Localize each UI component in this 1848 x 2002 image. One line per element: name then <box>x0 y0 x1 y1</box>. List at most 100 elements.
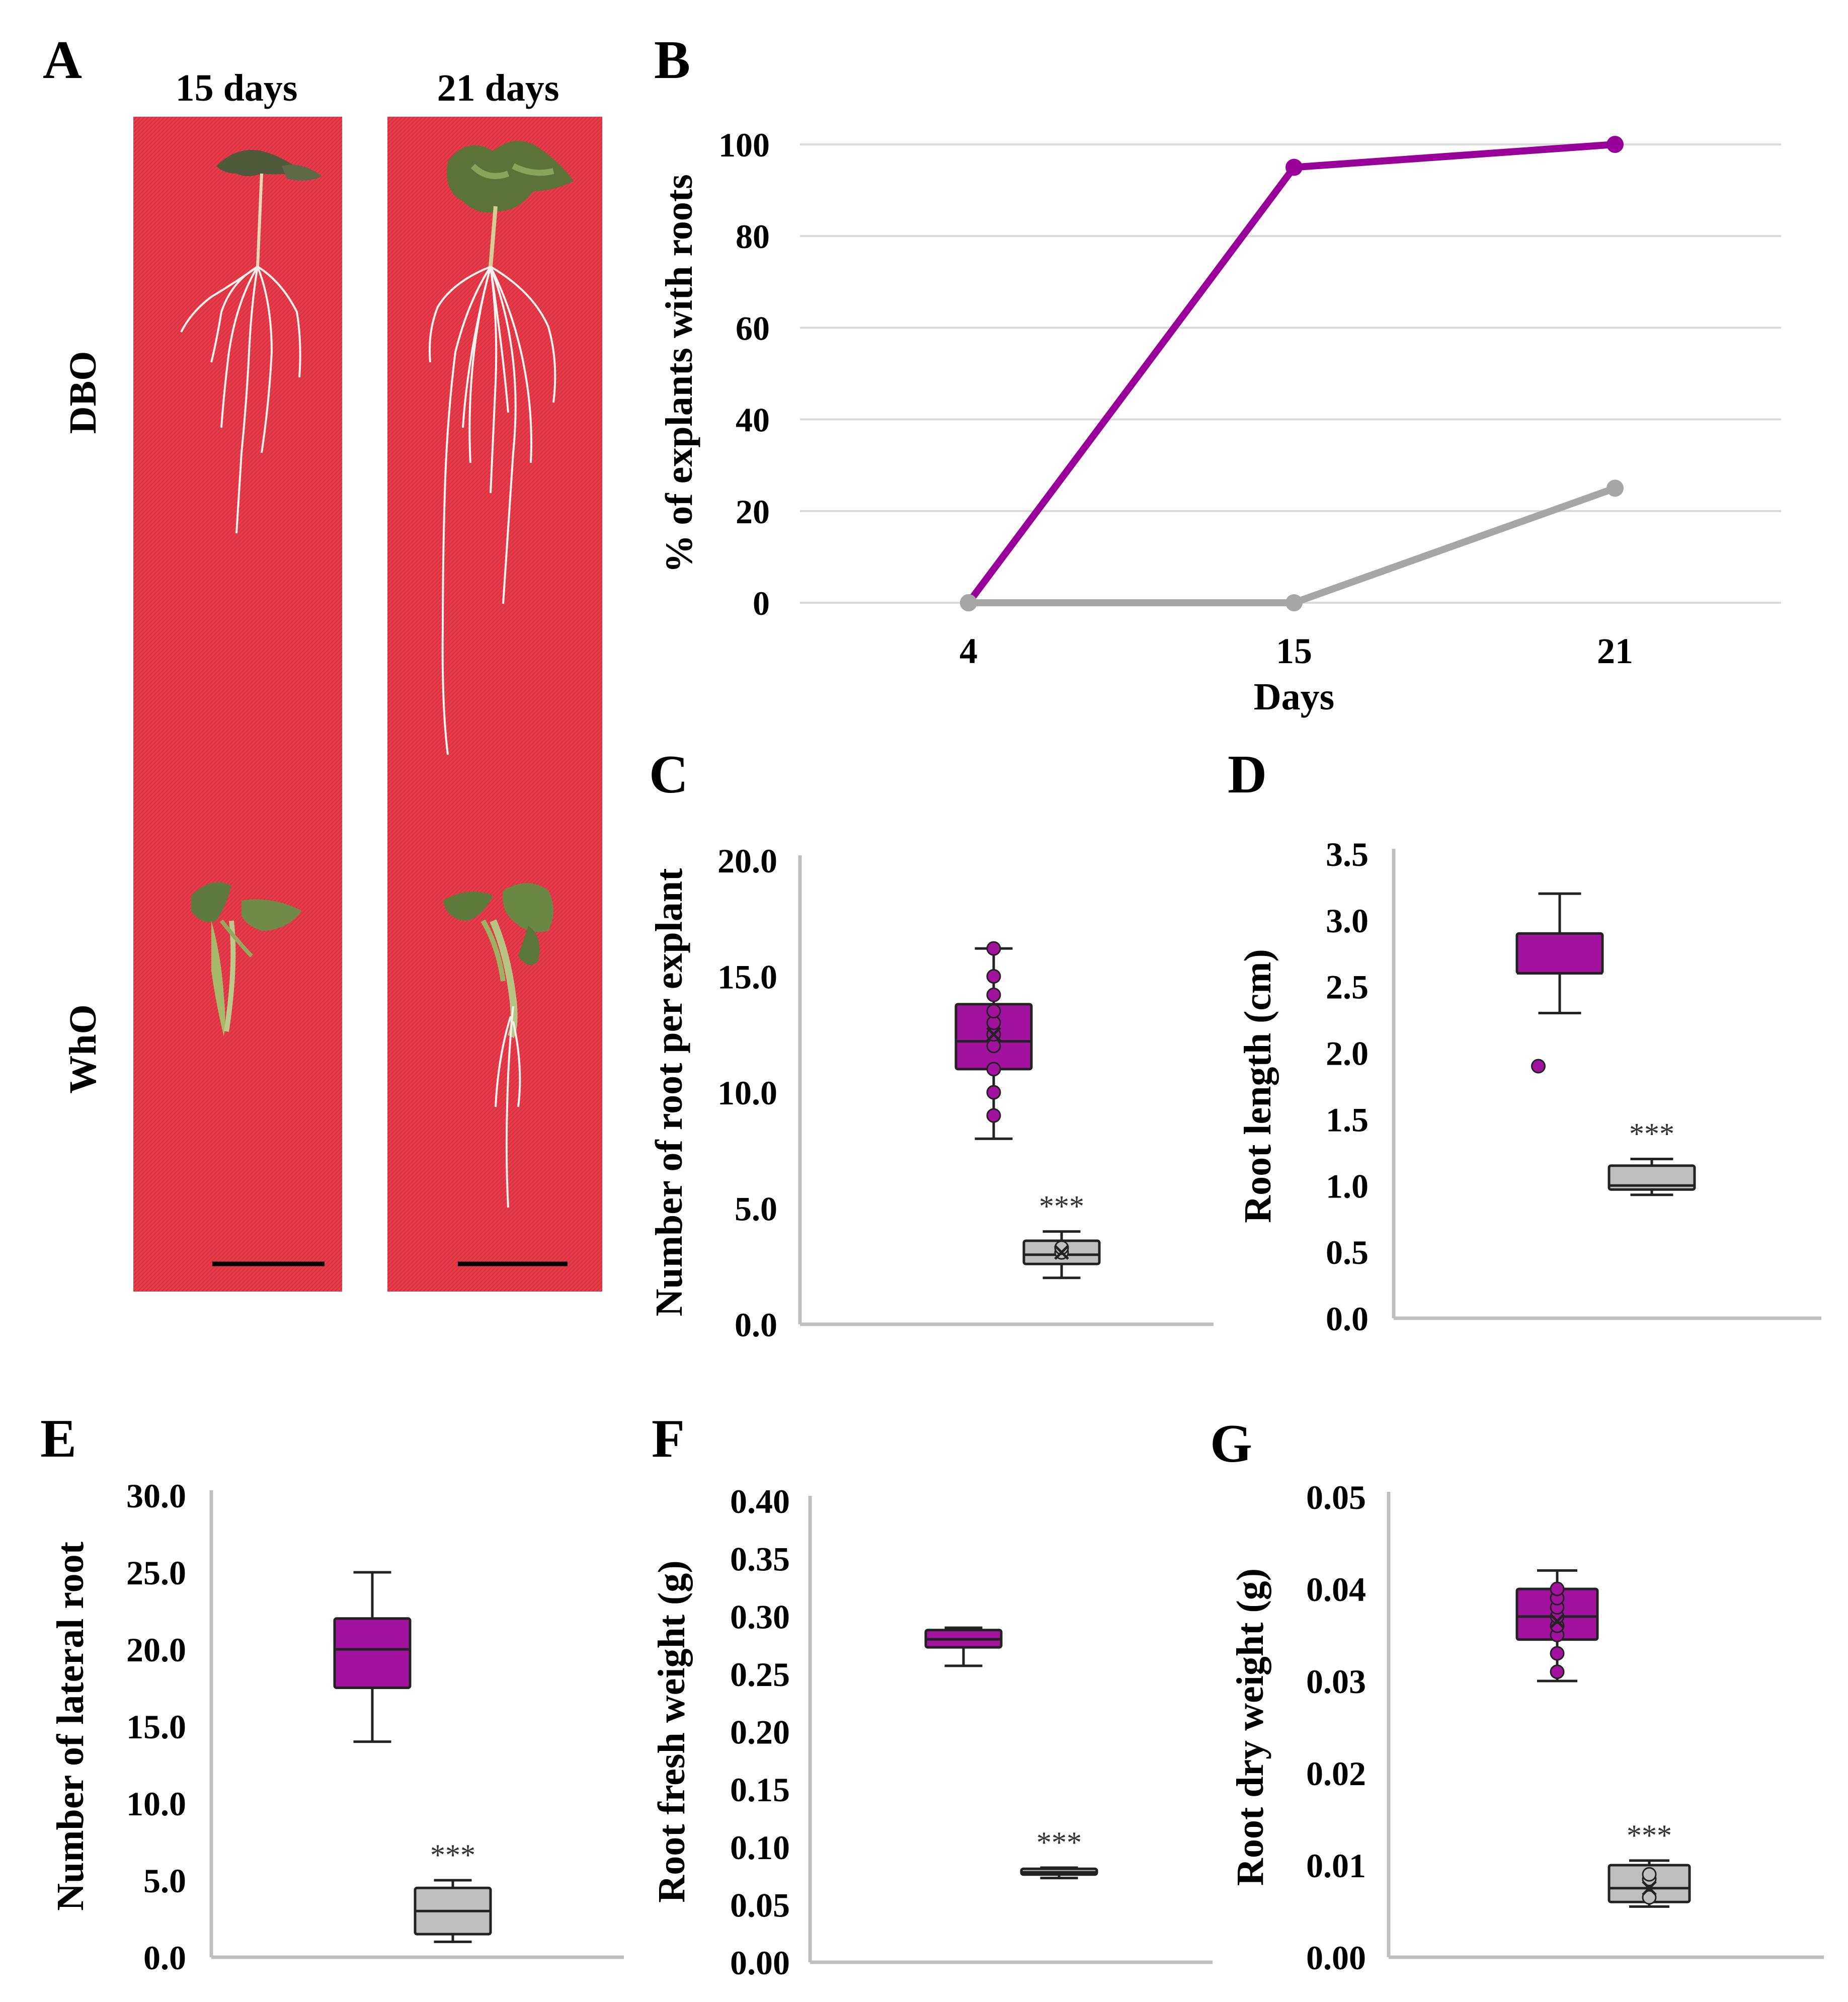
panel-d-boxplot: D 0.0 0.5 1.0 1.5 2.0 2.5 3.0 3.5 Root length (c… <box>1228 745 1821 1338</box>
y-tick-label: 0 <box>753 584 770 622</box>
dbo-plantlet-21-days <box>429 141 574 755</box>
data-point <box>1054 1240 1069 1255</box>
data-point <box>986 941 1001 956</box>
y-tick-label: 0.5 <box>1326 1233 1369 1271</box>
y-tick-label: 0.35 <box>730 1540 790 1578</box>
data-point <box>1550 1646 1565 1661</box>
data-point <box>986 1062 1001 1077</box>
panel-g-letter: G <box>1210 1414 1252 1474</box>
data-point <box>1550 1664 1565 1679</box>
y-tick-label: 25.0 <box>126 1554 186 1592</box>
panel-c-letter: C <box>649 745 688 805</box>
photo-15-days <box>133 117 342 1292</box>
y-tick-label: 0.05 <box>730 1886 790 1924</box>
panel-b-letter: B <box>654 30 690 90</box>
series-line <box>966 141 1616 605</box>
significance-label: *** <box>1629 1117 1674 1151</box>
col-label-15-days: 15 days <box>176 67 298 109</box>
y-tick-label: 20.0 <box>126 1631 186 1669</box>
y-axis-title: Root length (cm) <box>1237 949 1279 1223</box>
row-label-dbo: DBO <box>62 351 104 434</box>
y-tick-label: 0.15 <box>730 1771 790 1809</box>
y-tick-label: 0.0 <box>1326 1300 1369 1338</box>
data-point <box>1606 136 1624 153</box>
y-tick-label: 60 <box>736 309 770 347</box>
data-point <box>1606 479 1624 497</box>
data-point <box>986 969 1001 984</box>
y-tick-label: 0.10 <box>730 1828 790 1867</box>
mean-marker <box>1550 1614 1565 1629</box>
photo-background <box>133 117 342 1292</box>
y-tick-label: 15.0 <box>126 1708 186 1746</box>
data-point <box>986 1004 1001 1019</box>
panel-c-boxplot: C 0.0 5.0 10.0 15.0 20.0 Number of root per e… <box>648 745 1214 1344</box>
y-tick-label: 0.25 <box>730 1655 790 1694</box>
y-tick-label: 30.0 <box>126 1477 186 1515</box>
data-point <box>986 987 1001 1002</box>
panel-e-letter: E <box>40 1409 76 1469</box>
data-point <box>1642 1890 1657 1905</box>
col-label-21-days: 21 days <box>437 67 559 109</box>
x-tick-label: 21 <box>1597 631 1633 671</box>
y-tick-label: 0.02 <box>1306 1754 1366 1793</box>
y-tick-label: 0.40 <box>730 1482 790 1520</box>
mean-marker <box>986 1026 1001 1042</box>
panel-a-photos: A 15 days 21 days DBO WhO <box>43 30 602 1292</box>
x-tick-label: 15 <box>1276 631 1312 671</box>
y-tick-label: 0.01 <box>1306 1847 1366 1885</box>
significance-label: *** <box>430 1838 475 1872</box>
panel-g-boxplot: G 0.00 0.01 0.02 0.03 0.04 0.05 Root dry weigh… <box>1210 1414 1824 1977</box>
y-tick-label: 1.0 <box>1326 1167 1369 1205</box>
y-tick-label: 2.0 <box>1326 1034 1369 1073</box>
y-tick-label: 5.0 <box>143 1862 186 1900</box>
panel-f-letter: F <box>652 1409 685 1469</box>
outlier-point <box>1531 1059 1546 1074</box>
y-tick-label: 0.0 <box>143 1939 186 1977</box>
panel-b-line-chart: B 0 20 40 60 80 100 4 15 21 Days % of explants wit… <box>654 30 1781 718</box>
y-tick-label: 0.30 <box>730 1597 790 1636</box>
data-point <box>986 1108 1001 1123</box>
y-tick-label: 1.5 <box>1326 1100 1369 1139</box>
y-axis-title: Root dry weight (g) <box>1229 1568 1271 1886</box>
photo-21-days <box>387 117 602 1292</box>
y-tick-label: 0.00 <box>1306 1939 1366 1977</box>
y-tick-label: 0.00 <box>730 1944 790 1982</box>
y-tick-label: 80 <box>736 217 770 256</box>
x-axis-title: Days <box>1254 676 1334 718</box>
who-plantlet-15-days <box>191 882 302 1036</box>
y-tick-label: 0.0 <box>735 1306 777 1344</box>
y-tick-label: 0.05 <box>1306 1478 1366 1516</box>
panel-d-letter: D <box>1228 745 1267 805</box>
box <box>1608 1164 1696 1191</box>
y-tick-label: 3.5 <box>1326 835 1369 873</box>
y-tick-label: 5.0 <box>735 1190 777 1228</box>
y-tick-label: 20 <box>736 493 770 531</box>
series-line <box>969 485 1617 606</box>
data-point <box>1550 1581 1565 1596</box>
row-label-who: WhO <box>62 1004 104 1093</box>
y-tick-label: 0.04 <box>1306 1570 1366 1609</box>
dbo-plantlet-15-days <box>180 150 322 534</box>
y-tick-label: 10.0 <box>126 1785 186 1823</box>
data-point <box>986 1085 1001 1100</box>
y-axis-title: Number of root per explant <box>648 868 690 1317</box>
panel-a-letter: A <box>43 30 82 90</box>
significance-label: *** <box>1036 1826 1082 1859</box>
y-tick-label: 0.03 <box>1306 1662 1366 1701</box>
y-tick-label: 0.20 <box>730 1713 790 1751</box>
y-tick-label: 15.0 <box>717 958 777 996</box>
mean-marker <box>1054 1245 1069 1260</box>
y-tick-label: 3.0 <box>1326 902 1369 940</box>
significance-label: *** <box>1627 1819 1672 1852</box>
y-tick-label: 40 <box>736 401 770 439</box>
data-point <box>1285 594 1303 611</box>
data-point <box>960 594 977 611</box>
who-plantlet-21-days <box>443 883 553 1208</box>
y-tick-label: 2.5 <box>1326 968 1369 1006</box>
x-tick-label: 4 <box>959 631 978 671</box>
mean-marker <box>1642 1880 1657 1896</box>
data-point <box>1285 158 1303 176</box>
y-axis-title: Number of lateral root <box>49 1542 92 1911</box>
y-axis-title: Root fresh weight (g) <box>651 1560 693 1902</box>
